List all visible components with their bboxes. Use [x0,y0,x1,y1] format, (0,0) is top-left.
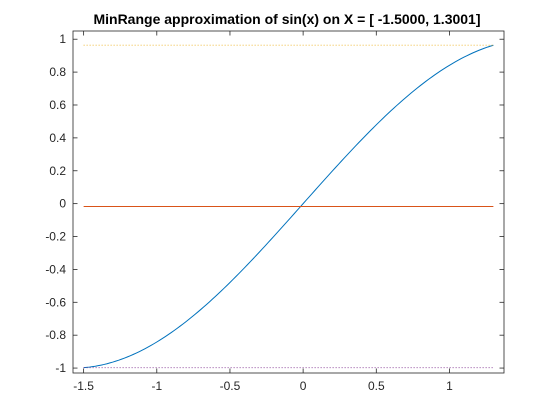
y-tick-label: -0.6 [45,295,66,309]
y-tick-label: -0.4 [45,262,66,276]
y-tick-label: 0.6 [49,98,66,112]
x-tick-label: 0 [300,379,307,393]
x-tick-label: -0.5 [220,379,241,393]
y-tick-label: 0 [59,197,66,211]
axes-box [72,30,505,374]
x-tick-label: -1.5 [73,379,94,393]
x-tick-label: -1 [151,379,162,393]
y-tick-label: -1 [55,361,66,375]
y-tick-label: -0.8 [45,328,66,342]
x-tick-label: 0.5 [368,379,385,393]
y-tick-label: 0.2 [49,164,66,178]
series-line-1 [83,44,494,369]
plot-area: -1.5 -1 -0.5 0 0.5 1 -1 -0.8 -0.6 -0.4 -0.2 0 0.2 0.4… [45,30,505,393]
y-tick-label: 1 [59,32,66,46]
x-tick-label: 1 [446,379,453,393]
chart-title: MinRange approximation of sin(x) on X = … [93,11,480,27]
y-tick-label: 0.8 [49,65,66,79]
y-tick-label: -0.2 [45,230,66,244]
y-tick-label: 0.4 [49,131,66,145]
